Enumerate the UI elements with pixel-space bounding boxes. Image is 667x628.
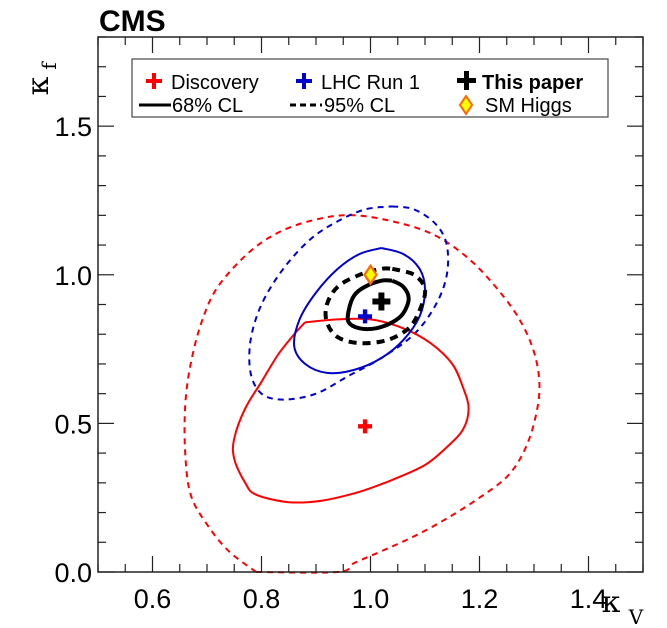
- sm-higgs-marker: [363, 263, 378, 286]
- y-axis-title-main: κ: [21, 76, 56, 95]
- best-fit-discovery-marker: [358, 419, 373, 434]
- y-tick-label: 1.5: [54, 112, 92, 142]
- legend-entry-sm-higgs: SM Higgs: [458, 94, 572, 117]
- x-axis-title: κ V: [602, 585, 644, 628]
- legend-label-95cl: 95% CL: [324, 95, 395, 117]
- discovery-cross-icon: [146, 73, 162, 89]
- legend-label-68cl: 68% CL: [172, 95, 243, 117]
- legend-entry-95cl: 95% CL: [290, 95, 395, 117]
- legend-label-this-paper: This paper: [482, 72, 583, 94]
- x-axis-title-sub: V: [628, 605, 644, 628]
- run1-cross-icon: [296, 73, 312, 89]
- legend-box: [131, 58, 609, 118]
- experiment-label: CMS: [99, 5, 166, 38]
- legend-label-discovery: Discovery: [171, 72, 259, 94]
- y-tick-label: 0.0: [54, 558, 92, 588]
- legend: Discovery LHC Run 1 This paper 68% CL 95…: [131, 58, 609, 118]
- y-tick-label: 1.0: [54, 261, 92, 291]
- legend-label-sm-higgs: SM Higgs: [485, 95, 572, 117]
- best-fit-this-paper-marker: [372, 292, 391, 311]
- x-tick-label: 0.8: [243, 584, 281, 614]
- y-axis-title-sub: f: [37, 61, 61, 70]
- x-tick-label: 1.4: [570, 584, 608, 614]
- legend-entry-run1: LHC Run 1: [296, 72, 420, 94]
- sm-higgs-diamond-icon: [458, 94, 474, 116]
- x-tick-label: 1.0: [352, 584, 390, 614]
- x-tick-label: 1.2: [461, 584, 499, 614]
- best-fit-lhc-run-1-marker: [358, 309, 373, 324]
- legend-entry-68cl: 68% CL: [139, 95, 243, 117]
- this-paper-cross-icon: [457, 71, 476, 90]
- y-tick-label: 0.5: [54, 409, 92, 439]
- legend-entry-discovery: Discovery: [146, 72, 259, 94]
- contour-discovery-95: [183, 214, 541, 574]
- contour-discovery-68: [231, 317, 470, 504]
- contour-run1-68: [293, 247, 427, 375]
- x-tick-label: 0.6: [134, 584, 172, 614]
- axes-layer: 0.6 0.8 1.0 1.2 1.4 0.0 0.5 1.0 1.5: [54, 36, 644, 614]
- contour-this-paper-68: [345, 278, 411, 332]
- contours-layer: [183, 205, 541, 574]
- legend-label-run1: LHC Run 1: [321, 72, 420, 94]
- x-axis-title-main: κ: [602, 585, 621, 620]
- legend-entry-this-paper: This paper: [457, 71, 583, 94]
- y-axis-title: κ f: [21, 61, 61, 96]
- markers-layer: [358, 263, 391, 434]
- contour-this-paper-95: [323, 266, 428, 346]
